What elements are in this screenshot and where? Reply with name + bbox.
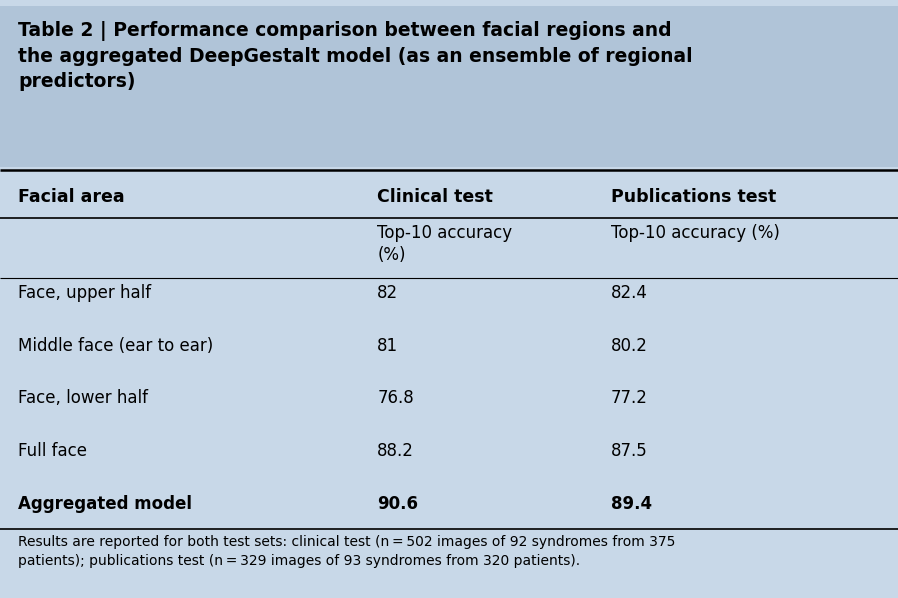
Text: 82.4: 82.4 <box>611 284 647 302</box>
Text: Publications test: Publications test <box>611 188 776 206</box>
Text: Face, upper half: Face, upper half <box>18 284 151 302</box>
Text: Top-10 accuracy
(%): Top-10 accuracy (%) <box>377 224 512 264</box>
Text: 87.5: 87.5 <box>611 442 647 460</box>
Text: 77.2: 77.2 <box>611 389 647 407</box>
Text: Aggregated model: Aggregated model <box>18 495 192 512</box>
Text: Results are reported for both test sets: clinical test (n = 502 images of 92 syn: Results are reported for both test sets:… <box>18 535 675 568</box>
Text: 82: 82 <box>377 284 399 302</box>
Text: 89.4: 89.4 <box>611 495 652 512</box>
Text: 90.6: 90.6 <box>377 495 418 512</box>
Text: Table 2 | Performance comparison between facial regions and
the aggregated DeepG: Table 2 | Performance comparison between… <box>18 21 692 91</box>
Text: 81: 81 <box>377 337 399 355</box>
Text: Top-10 accuracy (%): Top-10 accuracy (%) <box>611 224 779 242</box>
Text: Clinical test: Clinical test <box>377 188 493 206</box>
Text: 80.2: 80.2 <box>611 337 647 355</box>
Text: 88.2: 88.2 <box>377 442 414 460</box>
Text: Face, lower half: Face, lower half <box>18 389 148 407</box>
Text: Full face: Full face <box>18 442 87 460</box>
Text: Facial area: Facial area <box>18 188 125 206</box>
Text: 76.8: 76.8 <box>377 389 414 407</box>
FancyBboxPatch shape <box>0 6 898 167</box>
Text: Middle face (ear to ear): Middle face (ear to ear) <box>18 337 213 355</box>
